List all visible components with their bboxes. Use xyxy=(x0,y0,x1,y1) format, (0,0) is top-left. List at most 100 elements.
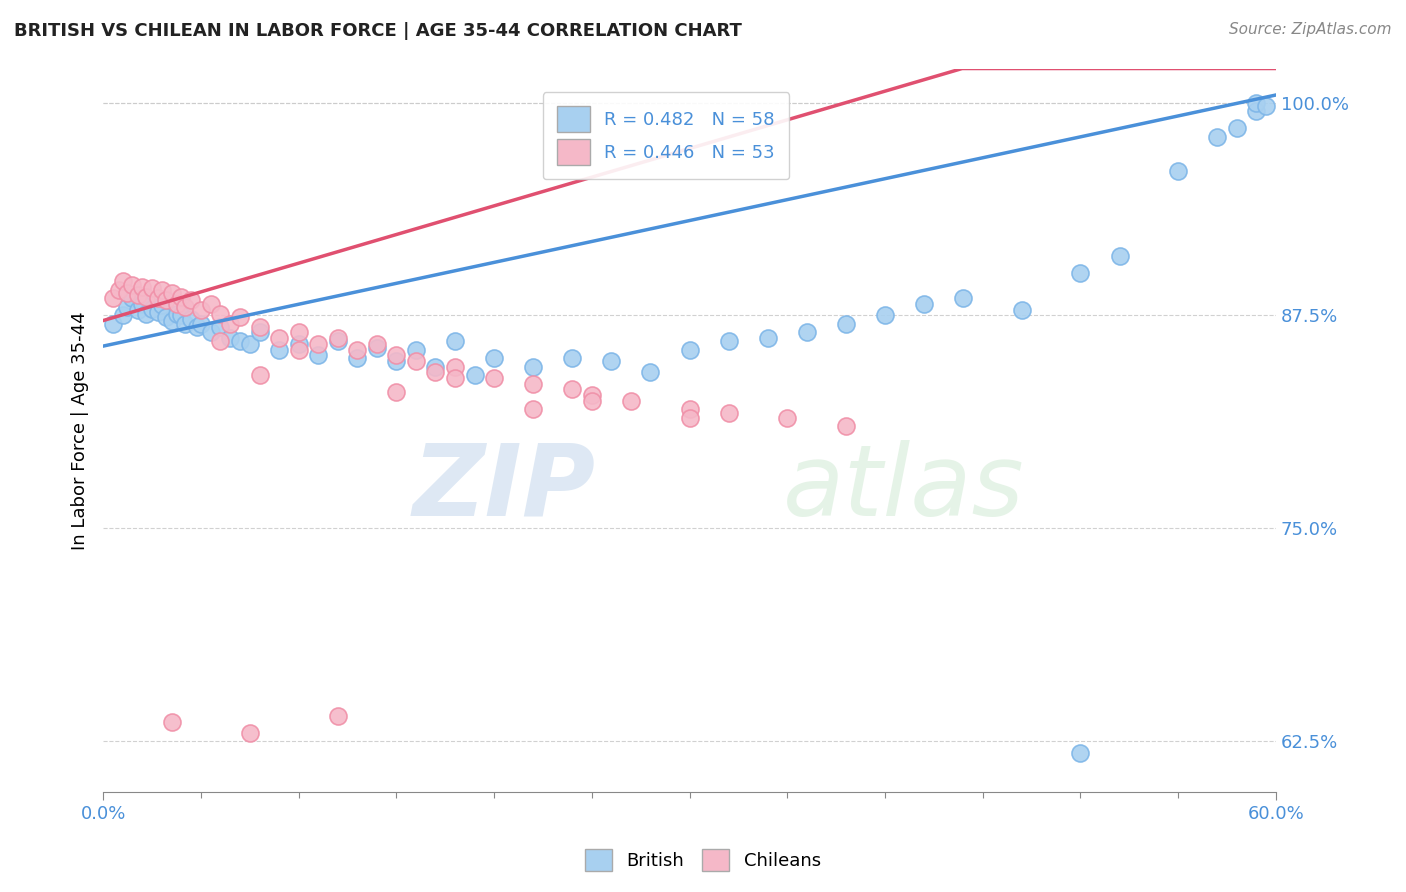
Point xyxy=(717,405,740,419)
Text: atlas: atlas xyxy=(783,440,1025,537)
Point xyxy=(366,337,388,351)
Point xyxy=(1167,163,1189,178)
Y-axis label: In Labor Force | Age 35-44: In Labor Force | Age 35-44 xyxy=(72,311,89,549)
Point xyxy=(160,715,183,730)
Point xyxy=(174,300,197,314)
Point xyxy=(219,317,242,331)
Point xyxy=(912,296,935,310)
Legend: R = 0.482   N = 58, R = 0.446   N = 53: R = 0.482 N = 58, R = 0.446 N = 53 xyxy=(543,92,789,179)
Point xyxy=(160,313,183,327)
Point xyxy=(141,301,163,316)
Point xyxy=(873,309,896,323)
Point xyxy=(307,348,329,362)
Point xyxy=(170,290,193,304)
Point xyxy=(776,410,799,425)
Point xyxy=(366,341,388,355)
Point xyxy=(482,351,505,365)
Point xyxy=(346,351,368,365)
Point xyxy=(444,359,467,374)
Point xyxy=(1069,746,1091,760)
Point xyxy=(287,326,309,340)
Point xyxy=(444,334,467,348)
Point xyxy=(561,382,583,396)
Legend: British, Chileans: British, Chileans xyxy=(578,842,828,879)
Point xyxy=(141,281,163,295)
Point xyxy=(287,337,309,351)
Point xyxy=(346,343,368,357)
Point xyxy=(326,334,349,348)
Point xyxy=(678,410,700,425)
Point xyxy=(219,330,242,344)
Point xyxy=(425,365,447,379)
Point xyxy=(717,334,740,348)
Point xyxy=(190,317,212,331)
Point xyxy=(952,292,974,306)
Point xyxy=(200,296,222,310)
Point xyxy=(640,365,662,379)
Point xyxy=(1206,129,1229,144)
Point xyxy=(600,354,623,368)
Point xyxy=(186,320,208,334)
Point xyxy=(146,305,169,319)
Point xyxy=(756,330,779,344)
Point xyxy=(581,393,603,408)
Point xyxy=(160,286,183,301)
Point xyxy=(209,320,232,334)
Point xyxy=(796,326,818,340)
Point xyxy=(464,368,486,382)
Point xyxy=(482,371,505,385)
Point xyxy=(522,359,544,374)
Point xyxy=(1108,249,1130,263)
Point xyxy=(405,343,427,357)
Point xyxy=(620,393,643,408)
Point xyxy=(170,309,193,323)
Point xyxy=(326,330,349,344)
Point xyxy=(581,388,603,402)
Point xyxy=(127,288,149,302)
Point xyxy=(425,359,447,374)
Point xyxy=(678,402,700,417)
Point xyxy=(150,298,173,312)
Point xyxy=(131,279,153,293)
Point xyxy=(1069,266,1091,280)
Point xyxy=(326,708,349,723)
Point xyxy=(1246,104,1268,119)
Point xyxy=(107,283,129,297)
Point xyxy=(155,310,177,325)
Point xyxy=(127,303,149,318)
Point xyxy=(166,307,188,321)
Point xyxy=(239,725,262,739)
Point xyxy=(150,283,173,297)
Point xyxy=(1226,121,1249,136)
Point xyxy=(307,337,329,351)
Point xyxy=(522,402,544,417)
Point xyxy=(1246,95,1268,110)
Point xyxy=(267,330,290,344)
Point xyxy=(561,351,583,365)
Point xyxy=(522,376,544,391)
Point xyxy=(111,309,134,323)
Point xyxy=(239,337,262,351)
Text: ZIP: ZIP xyxy=(413,440,596,537)
Point xyxy=(249,326,271,340)
Point xyxy=(229,334,252,348)
Point xyxy=(835,317,858,331)
Point xyxy=(1011,303,1033,318)
Text: BRITISH VS CHILEAN IN LABOR FORCE | AGE 35-44 CORRELATION CHART: BRITISH VS CHILEAN IN LABOR FORCE | AGE … xyxy=(14,22,742,40)
Point xyxy=(1256,99,1278,113)
Point xyxy=(135,290,157,304)
Point xyxy=(200,326,222,340)
Point xyxy=(115,286,138,301)
Point xyxy=(678,343,700,357)
Point xyxy=(115,300,138,314)
Point xyxy=(249,368,271,382)
Point xyxy=(111,274,134,288)
Point xyxy=(405,354,427,368)
Point xyxy=(209,334,232,348)
Point xyxy=(190,303,212,318)
Point xyxy=(385,385,408,400)
Point xyxy=(174,317,197,331)
Point xyxy=(229,310,252,325)
Point xyxy=(101,292,124,306)
Point xyxy=(135,307,157,321)
